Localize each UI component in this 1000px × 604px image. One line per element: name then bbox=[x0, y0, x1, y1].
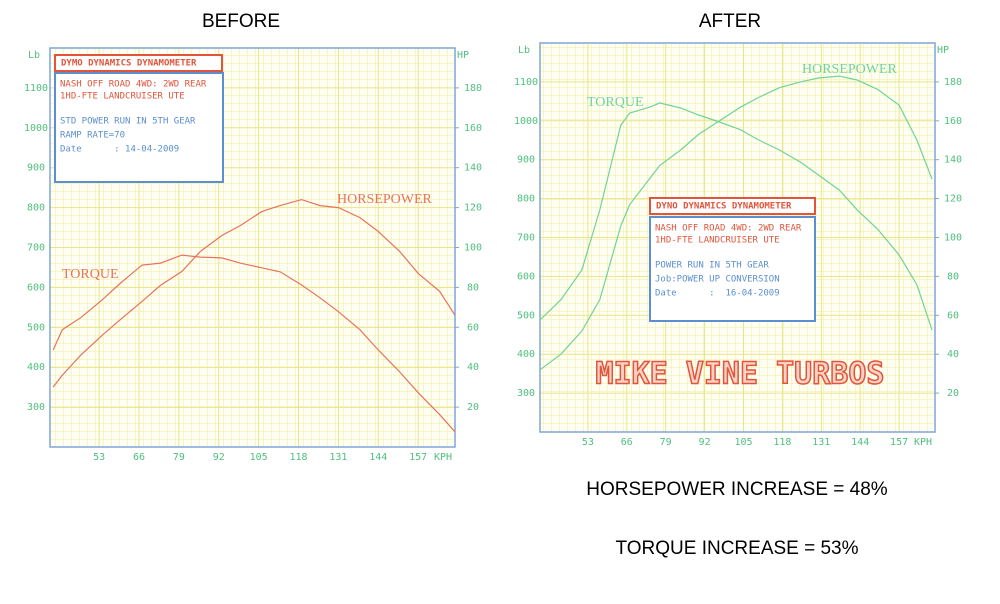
x-tick-label: 53 bbox=[582, 437, 594, 448]
y-tick-label: 400 bbox=[517, 349, 535, 360]
y-tick-label: 600 bbox=[27, 282, 45, 293]
x-tick-label: 53 bbox=[93, 452, 105, 463]
y-tick-label: 500 bbox=[27, 322, 45, 333]
info-title-box bbox=[54, 54, 223, 72]
y2-tick-label: 20 bbox=[947, 388, 959, 399]
x-tick-label: 144 bbox=[851, 437, 869, 448]
y2-tick-label: 140 bbox=[464, 163, 482, 174]
y-tick-label: 400 bbox=[27, 362, 45, 373]
info-line: STD POWER RUN IN 5TH GEAR bbox=[60, 117, 196, 127]
y-tick-label: 900 bbox=[517, 155, 535, 166]
x-tick-label: 118 bbox=[289, 452, 307, 463]
series-line bbox=[52, 198, 456, 388]
x-axis-label: KPH bbox=[434, 452, 452, 463]
y-tick-label: 800 bbox=[517, 194, 535, 205]
x-tick-label: 118 bbox=[773, 437, 791, 448]
x-tick-label: 79 bbox=[660, 437, 672, 448]
series-label: TORQUE bbox=[62, 267, 119, 282]
series-label: HORSEPOWER bbox=[802, 62, 898, 77]
y2-tick-label: 40 bbox=[947, 349, 959, 360]
series-line bbox=[539, 75, 933, 371]
y2-axis-label: HP bbox=[457, 50, 469, 61]
x-tick-label: 79 bbox=[173, 452, 185, 463]
series-label: TORQUE bbox=[587, 95, 644, 110]
y2-tick-label: 60 bbox=[947, 310, 959, 321]
info-line: POWER RUN IN 5TH GEAR bbox=[655, 261, 769, 271]
y2-tick-label: 100 bbox=[464, 243, 482, 254]
chart-title: BEFORE bbox=[202, 11, 280, 32]
y2-tick-label: 140 bbox=[944, 155, 962, 166]
y2-tick-label: 180 bbox=[944, 77, 962, 88]
series-label: HORSEPOWER bbox=[337, 192, 433, 207]
info-box bbox=[649, 216, 816, 322]
y2-tick-label: 80 bbox=[947, 271, 959, 282]
x-tick-label: 105 bbox=[250, 452, 268, 463]
footer-text: HORSEPOWER INCREASE = 48% bbox=[586, 479, 888, 500]
x-tick-label: 92 bbox=[699, 437, 711, 448]
x-tick-label: 66 bbox=[621, 437, 633, 448]
footer-text: TORQUE INCREASE = 53% bbox=[615, 538, 858, 559]
y2-tick-label: 120 bbox=[464, 203, 482, 214]
x-axis-label: KPH bbox=[914, 437, 932, 448]
y-tick-label: 800 bbox=[27, 203, 45, 214]
y-tick-label: 1100 bbox=[24, 83, 48, 94]
y2-tick-label: 100 bbox=[944, 233, 962, 244]
y-tick-label: 1100 bbox=[514, 77, 538, 88]
y2-tick-label: 160 bbox=[944, 116, 962, 127]
y-tick-label: 900 bbox=[27, 163, 45, 174]
x-tick-label: 66 bbox=[133, 452, 145, 463]
info-line: RAMP RATE=70 bbox=[60, 131, 125, 141]
x-tick-label: 131 bbox=[329, 452, 347, 463]
y-tick-label: 1000 bbox=[24, 123, 48, 134]
info-title: DYNO DYNAMICS DYNAMOMETER bbox=[656, 202, 792, 212]
info-line: 1HD-FTE LANDCRUISER UTE bbox=[655, 236, 780, 246]
x-tick-label: 144 bbox=[369, 452, 387, 463]
y2-tick-label: 40 bbox=[467, 362, 479, 373]
y2-tick-label: 80 bbox=[467, 282, 479, 293]
y2-tick-label: 160 bbox=[464, 123, 482, 134]
y-tick-label: 300 bbox=[517, 388, 535, 399]
series-line bbox=[539, 102, 933, 331]
x-tick-label: 105 bbox=[734, 437, 752, 448]
info-line: NASH OFF ROAD 4WD: 2WD REAR bbox=[60, 80, 207, 90]
y-tick-label: 300 bbox=[27, 402, 45, 413]
y-tick-label: 500 bbox=[517, 310, 535, 321]
y-tick-label: 700 bbox=[517, 233, 535, 244]
info-line: NASH OFF ROAD 4WD: 2WD REAR bbox=[655, 224, 802, 234]
watermark: MIKE VINE TURBOS bbox=[596, 357, 885, 392]
y2-tick-label: 120 bbox=[944, 194, 962, 205]
y2-tick-label: 180 bbox=[464, 83, 482, 94]
plot-border bbox=[49, 47, 456, 448]
info-box bbox=[54, 72, 224, 183]
x-tick-label: 131 bbox=[812, 437, 830, 448]
info-title-box bbox=[649, 197, 816, 215]
y2-tick-label: 60 bbox=[467, 322, 479, 333]
y-axis-label: Lb bbox=[518, 45, 530, 56]
series-line bbox=[52, 254, 456, 433]
plot-border bbox=[539, 42, 936, 433]
x-tick-label: 157 bbox=[409, 452, 427, 463]
info-line: Date : 16-04-2009 bbox=[655, 289, 780, 299]
y-tick-label: 700 bbox=[27, 243, 45, 254]
x-tick-label: 92 bbox=[213, 452, 225, 463]
y-tick-label: 1000 bbox=[514, 116, 538, 127]
info-line: 1HD-FTE LANDCRUISER UTE bbox=[60, 92, 185, 102]
info-line: Job:POWER UP CONVERSION bbox=[655, 275, 780, 285]
y-tick-label: 600 bbox=[517, 271, 535, 282]
y2-axis-label: HP bbox=[937, 45, 949, 56]
info-line: Date : 14-04-2009 bbox=[60, 145, 179, 155]
x-tick-label: 157 bbox=[890, 437, 908, 448]
y2-tick-label: 20 bbox=[467, 402, 479, 413]
chart-title: AFTER bbox=[699, 11, 761, 32]
y-axis-label: Lb bbox=[28, 50, 40, 61]
info-title: DYMO DYNAMICS DYNAMOMETER bbox=[61, 59, 197, 69]
